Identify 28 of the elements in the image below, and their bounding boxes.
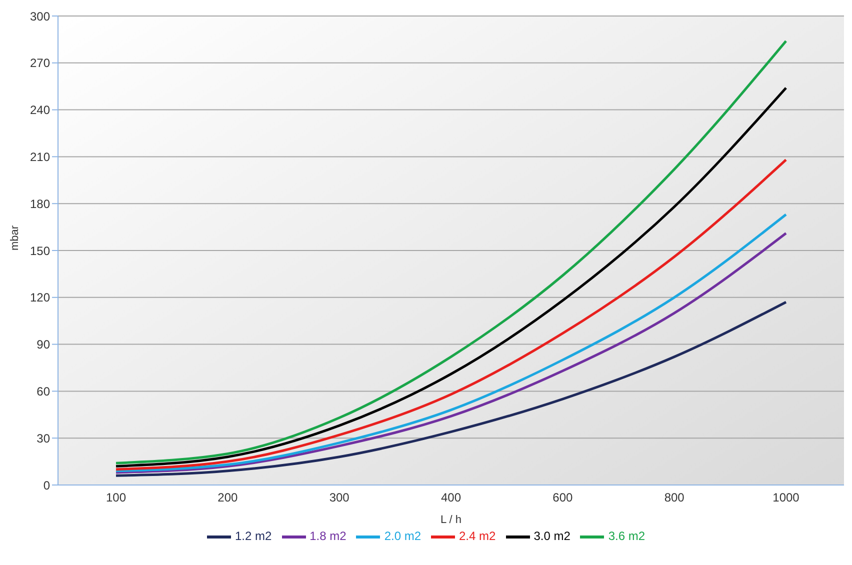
x-tick-label: 600 [552, 490, 573, 505]
line-series [114, 158, 788, 471]
x-tick-label: 200 [218, 490, 238, 505]
y-tick-label: 300 [30, 9, 50, 24]
y-tick-label: 0 [43, 478, 50, 492]
x-axis-title: L / h [440, 514, 462, 526]
y-axis-title: mbar [8, 225, 21, 250]
y-tick-label: 150 [30, 244, 50, 258]
x-tick-label: 800 [664, 490, 685, 505]
legend-label: 1.2 m2 [234, 529, 272, 544]
x-tick-label: 300 [329, 490, 350, 505]
y-tick-label: 270 [30, 56, 50, 70]
y-tick-label: 180 [30, 196, 50, 211]
y-tick-label: 240 [30, 103, 50, 118]
y-tick-label: 210 [30, 150, 50, 164]
y-tick-label: 60 [36, 384, 50, 398]
x-tick-label: 1000 [772, 490, 800, 505]
y-tick-label: 120 [30, 290, 50, 305]
x-tick-label: 400 [440, 490, 462, 505]
legend-label: 2.4 m2 [459, 529, 496, 544]
legend-label: 1.8 m2 [310, 529, 346, 544]
y-tick-label: 30 [36, 431, 50, 446]
legend-label: 2.0 m2 [384, 529, 421, 544]
line-series [114, 300, 788, 477]
x-tick-label: 100 [106, 490, 126, 505]
y-tick-label: 90 [36, 338, 50, 352]
legend-label: 3.6 m2 [608, 529, 646, 544]
legend-label: 3.0 m2 [534, 529, 570, 544]
